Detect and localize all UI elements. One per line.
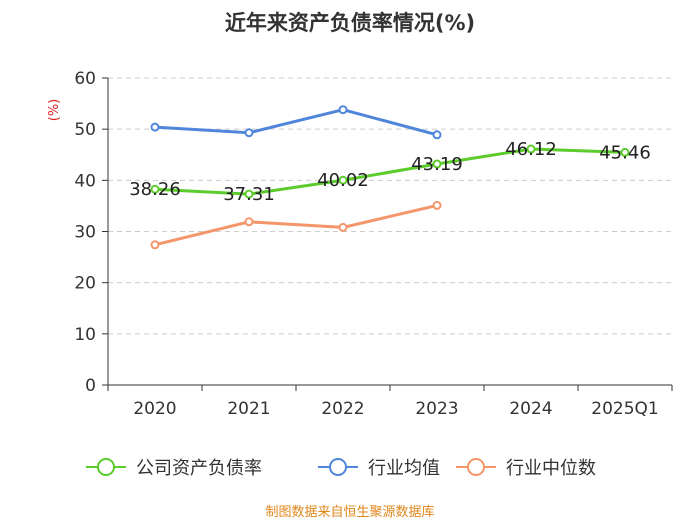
data-point-s0-3[interactable]	[432, 159, 442, 169]
data-point-s0-2[interactable]	[338, 175, 348, 185]
data-point-s1-2[interactable]	[338, 105, 348, 115]
legend-item-0[interactable]: 公司资产负债率	[86, 458, 262, 479]
data-point-s2-1[interactable]	[244, 217, 254, 227]
x-tick-label-2021: 2021	[227, 399, 270, 419]
data-point-s2-3[interactable]	[432, 200, 442, 210]
legend-marker	[329, 458, 347, 476]
data-label-2023: 43.19	[411, 154, 463, 175]
x-tick-label-2022: 2022	[321, 399, 364, 419]
y-tick-label: 60	[74, 69, 96, 89]
y-tick-label: 20	[74, 274, 96, 294]
legend-item-2[interactable]: 行业中位数	[456, 458, 596, 479]
data-label-2025Q1: 45.46	[599, 142, 651, 163]
data-point-s0-5[interactable]	[620, 147, 630, 157]
data-point-s2-2[interactable]	[338, 222, 348, 232]
y-tick-label: 40	[74, 171, 96, 191]
legend-label: 行业中位数	[506, 458, 596, 479]
series-line-2	[154, 203, 438, 247]
data-label-2021: 37.31	[223, 184, 275, 205]
series-line-1	[154, 108, 438, 137]
data-point-s0-0[interactable]	[150, 184, 160, 194]
data-labels: 38.26 37.31 40.02 43.19 46.12 45.46	[129, 139, 651, 205]
x-tick-label-2024: 2024	[509, 399, 552, 419]
data-point-s0-4[interactable]	[526, 144, 536, 154]
legend-marker	[467, 458, 485, 476]
legend-label: 公司资产负债率	[136, 458, 262, 479]
data-point-s0-1[interactable]	[244, 189, 254, 199]
y-axis-unit: (%)	[47, 99, 62, 122]
y-tick-label: 10	[74, 325, 96, 345]
y-tick-label: 0	[85, 376, 96, 396]
data-label-2020: 38.26	[129, 179, 181, 200]
chart-title: 近年来资产负债率情况(%)	[225, 11, 475, 35]
source-note: 制图数据来自恒生聚源数据库	[265, 504, 434, 520]
y-tick-label: 50	[74, 120, 96, 140]
x-tick-label-2020: 2020	[133, 399, 176, 419]
legend-item-1[interactable]: 行业均值	[318, 458, 440, 479]
x-tick-label-2025Q1: 2025Q1	[591, 399, 658, 419]
legend[interactable]: 公司资产负债率 行业均值 行业中位数	[86, 458, 596, 479]
series-lines	[150, 105, 630, 250]
data-point-s1-0[interactable]	[150, 122, 160, 132]
data-label-2022: 40.02	[317, 170, 369, 191]
data-label-2024: 46.12	[505, 139, 557, 160]
data-point-s1-3[interactable]	[432, 130, 442, 140]
legend-marker	[97, 458, 115, 476]
data-point-s2-0[interactable]	[150, 240, 160, 250]
axes: 0 10 20 30 40 50 60 2020 2021 2022 2023 2024 2025Q1	[74, 69, 673, 419]
x-tick-label-2023: 2023	[415, 399, 458, 419]
legend-label: 行业均值	[368, 458, 440, 479]
y-tick-label: 30	[74, 223, 96, 243]
series-line-0	[154, 147, 626, 196]
data-point-s1-1[interactable]	[244, 128, 254, 138]
grid-lines	[108, 77, 672, 335]
